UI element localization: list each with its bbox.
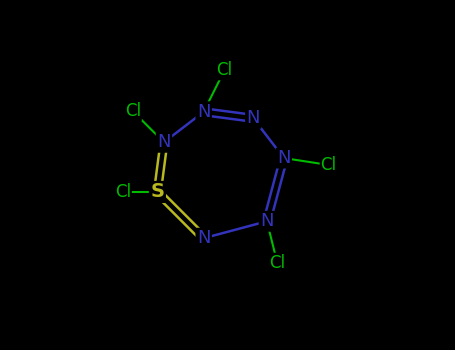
Text: N: N (247, 109, 260, 127)
Text: Cl: Cl (269, 254, 285, 272)
Text: Cl: Cl (216, 62, 233, 79)
Text: N: N (197, 229, 210, 247)
Text: Cl: Cl (115, 183, 131, 201)
Text: N: N (157, 133, 171, 151)
Text: N: N (197, 103, 210, 121)
Text: Cl: Cl (125, 102, 141, 120)
Text: N: N (277, 149, 291, 167)
Text: S: S (151, 182, 164, 202)
Text: Cl: Cl (320, 156, 337, 174)
Text: N: N (260, 212, 273, 230)
